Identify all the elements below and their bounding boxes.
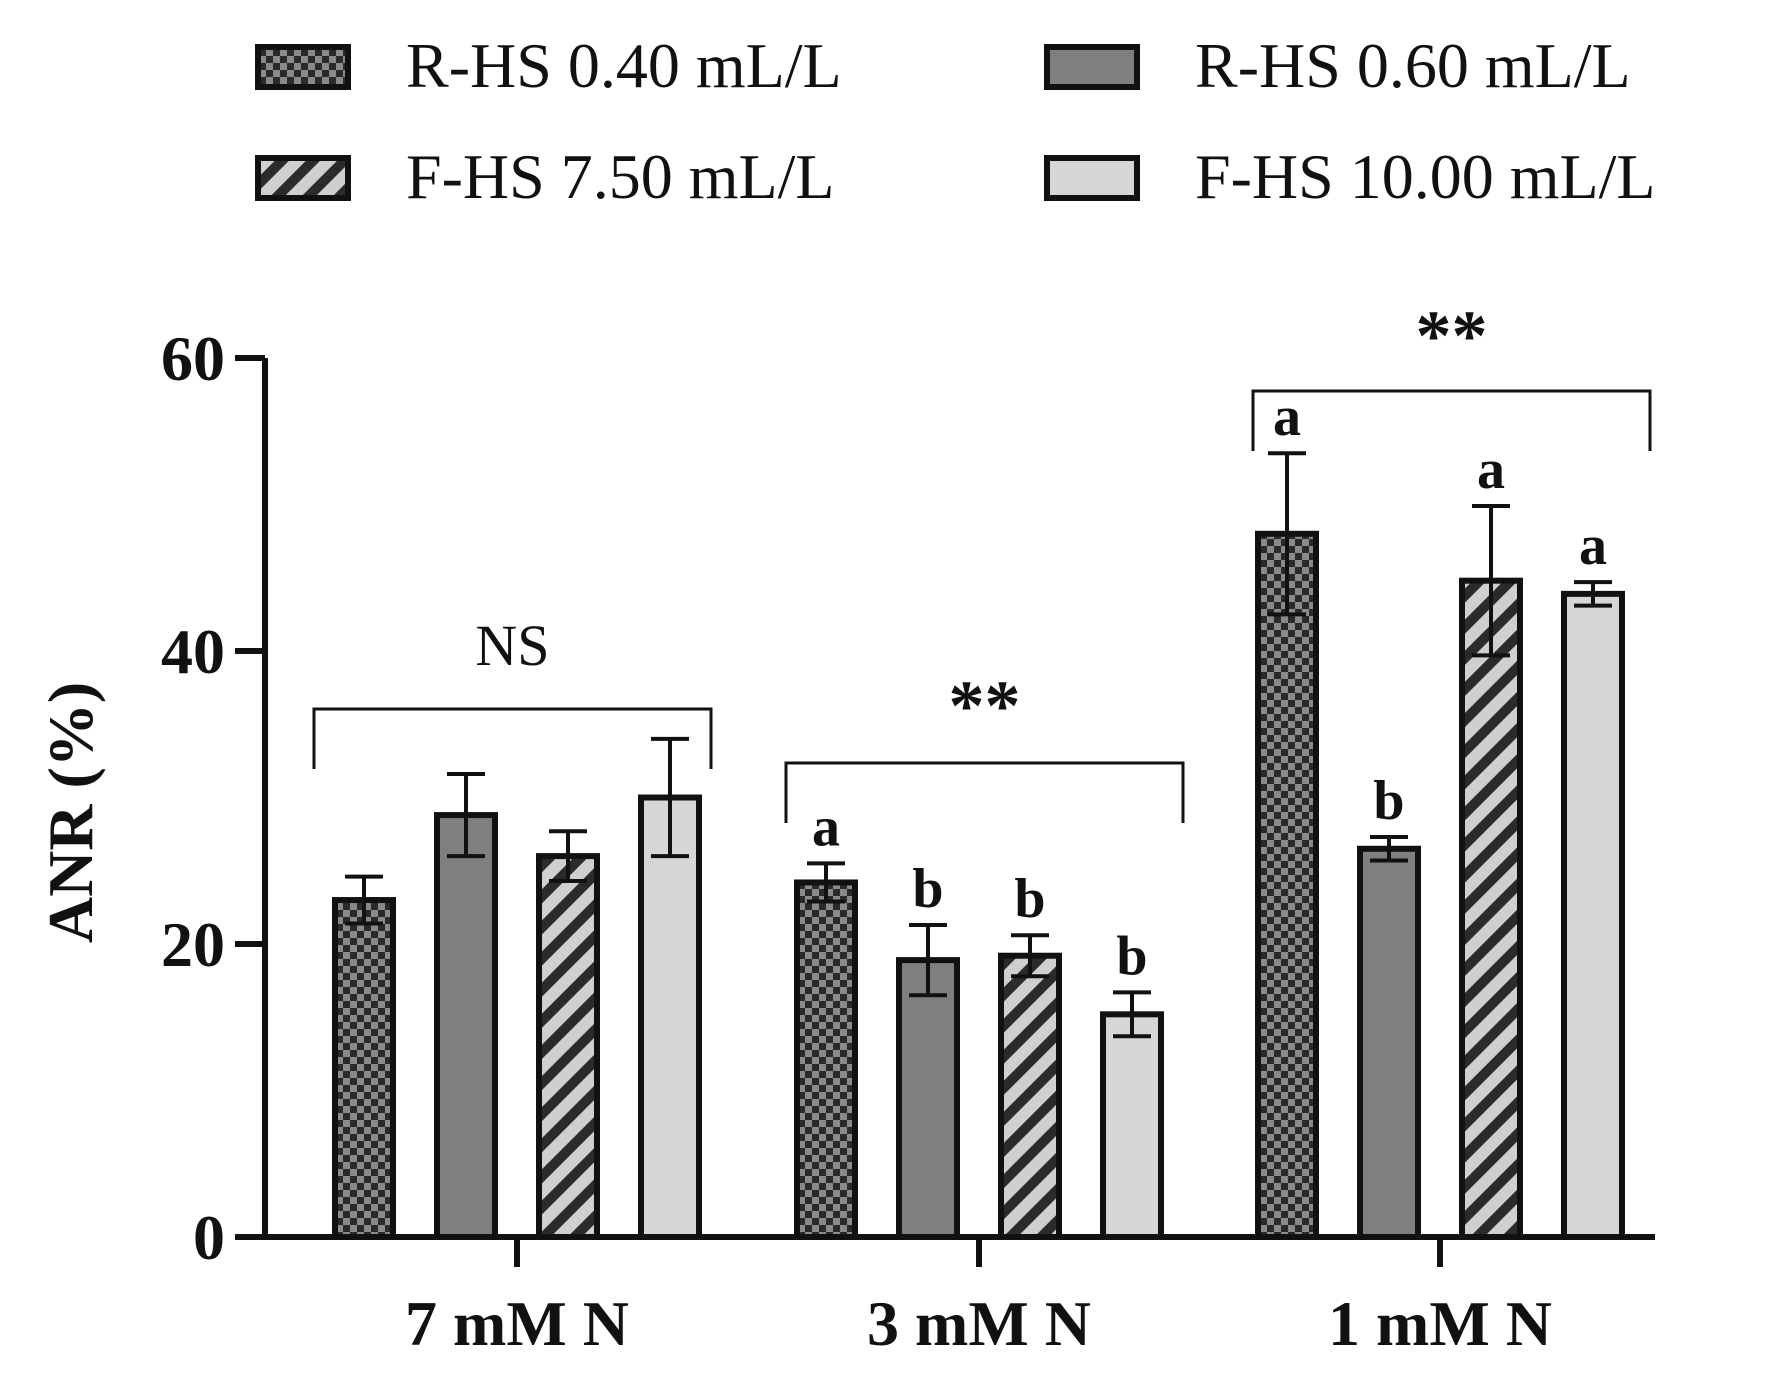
bar	[896, 957, 960, 1240]
significance-letter: a	[1273, 386, 1301, 448]
significance-letter: a	[812, 796, 840, 858]
legend-swatch	[1044, 155, 1140, 201]
group-significance-label: **	[1416, 296, 1488, 376]
group-bracket	[312, 707, 713, 769]
legend: R-HS 0.40 mL/L R-HS 0.60 mL/L F-HS 7.50 mL…	[255, 30, 1655, 212]
legend-swatch	[1044, 44, 1140, 90]
legend-swatch	[255, 44, 351, 90]
bar	[1561, 590, 1625, 1240]
significance-letter: b	[1373, 770, 1404, 832]
legend-label: R-HS 0.60 mL/L	[1195, 30, 1631, 101]
y-tick-label: 0	[193, 1202, 225, 1273]
bar	[998, 952, 1062, 1240]
significance-letter: a	[1477, 439, 1505, 501]
y-axis-label: ANR (%)	[35, 682, 106, 943]
legend-label: F-HS 7.50 mL/L	[406, 141, 834, 212]
bar	[1357, 845, 1421, 1241]
group-significance-label: NS	[475, 613, 549, 678]
group-significance-label: **	[949, 666, 1021, 746]
significance-letter: b	[1014, 868, 1045, 930]
bar	[794, 879, 858, 1240]
bar	[1255, 530, 1319, 1240]
significance-letter: a	[1579, 515, 1607, 577]
legend-label: R-HS 0.40 mL/L	[406, 30, 842, 101]
plot-area: 0 20 40 60 ANR (%) 7 mM N a b b b 3 mM N a b a a 1 mM N…	[35, 296, 1655, 1359]
x-tick-label: 7 mM N	[405, 1288, 629, 1359]
group-bracket	[1251, 389, 1652, 451]
bar	[332, 897, 396, 1240]
bar	[536, 853, 600, 1240]
x-tick-label: 1 mM N	[1328, 1288, 1552, 1359]
y-tick-label: 40	[161, 616, 225, 687]
x-tick-label: 3 mM N	[867, 1288, 1091, 1359]
legend-swatch	[255, 155, 351, 201]
legend-label: F-HS 10.00 mL/L	[1195, 141, 1655, 212]
bar	[1100, 1011, 1164, 1240]
significance-letter: b	[1116, 925, 1147, 987]
y-tick-label: 20	[161, 909, 225, 980]
y-tick-label: 60	[161, 323, 225, 394]
bar	[638, 794, 702, 1240]
bar	[434, 812, 498, 1241]
significance-letter: b	[912, 858, 943, 920]
group-bracket	[784, 761, 1185, 823]
bar	[1459, 577, 1523, 1240]
